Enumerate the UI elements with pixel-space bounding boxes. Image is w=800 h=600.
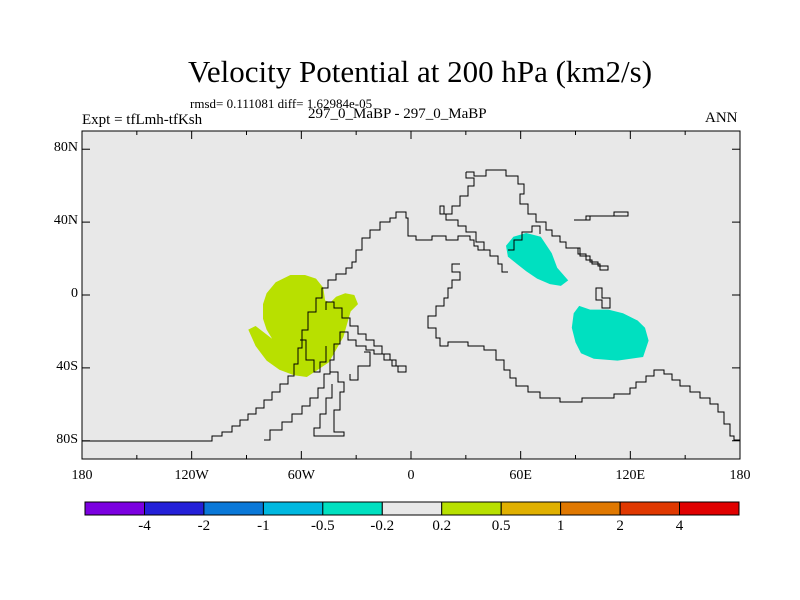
chart-title: Velocity Potential at 200 hPa (km2/s) (187, 54, 653, 89)
lon-label: 60W (287, 468, 315, 483)
colorbar-label: -4 (138, 518, 151, 534)
lon-label: 0 (407, 468, 415, 483)
colorbar-swatch (500, 501, 562, 516)
colorbar-swatch (322, 501, 383, 516)
colorbar-swatch (144, 501, 205, 516)
lat-label: 80S (56, 431, 78, 447)
colorbar-swatch (560, 501, 621, 516)
colorbar-label: -0.2 (370, 518, 395, 534)
colorbar-label: -1 (257, 518, 270, 534)
lat-label: 40S (56, 358, 78, 374)
anomaly-region-1 (248, 275, 358, 377)
colorbar-label: 1 (556, 518, 565, 534)
coastline-segment-2 (264, 301, 407, 441)
colorbar-swatch (84, 501, 145, 516)
coastline-segment-9 (427, 263, 740, 441)
colorbar-label: 4 (675, 518, 684, 534)
season-label: ANN (705, 110, 738, 126)
experiment-label: Expt = tfLmh-tfKsh (82, 112, 203, 128)
colorbar-swatch (203, 501, 264, 516)
lon-label: 180 (71, 468, 93, 483)
coastline-segment-3 (313, 371, 345, 437)
case-label: 297_0_MaBP - 297_0_MaBP (308, 106, 487, 122)
coastline-segment-4 (300, 339, 327, 373)
colorbar-swatch (441, 501, 502, 516)
anomaly-region-3 (571, 305, 649, 361)
lon-label: 180 (729, 468, 751, 483)
axis-ticks (81, 131, 741, 459)
coastlines (82, 169, 740, 442)
anomaly-regions (248, 233, 649, 377)
colorbar-label: 2 (616, 518, 624, 534)
colorbar-swatch (679, 501, 740, 516)
colorbar (84, 501, 740, 516)
colorbar-swatch (381, 501, 443, 516)
colorbar-swatch (262, 501, 324, 516)
coastline-segment-10 (508, 225, 541, 251)
lat-label: 80N (53, 140, 78, 156)
coastline-segment-11 (595, 287, 611, 309)
coastline-segment-1 (82, 211, 508, 442)
lat-label: 40N (53, 213, 78, 229)
stats-label: rmsd= 0.111081 diff= 1.62984e-05 (190, 96, 373, 111)
coastline-segment-8 (574, 211, 629, 221)
lat-label: 0 (71, 286, 78, 301)
lon-label: 120E (615, 468, 646, 483)
anomaly-region-2 (506, 233, 569, 286)
colorbar-label: 0.5 (491, 518, 511, 534)
lon-label: 120W (174, 468, 209, 483)
colorbar-label: -0.5 (310, 518, 335, 534)
map-background (82, 131, 740, 459)
coastline-segment-7 (466, 169, 609, 271)
colorbar-swatch (619, 501, 681, 516)
colorbar-label: 0.2 (432, 518, 452, 534)
coastline-segment-6 (439, 172, 491, 256)
coastline-segment-5 (349, 351, 371, 381)
lon-label: 60E (509, 468, 532, 483)
colorbar-label: -2 (197, 518, 211, 534)
